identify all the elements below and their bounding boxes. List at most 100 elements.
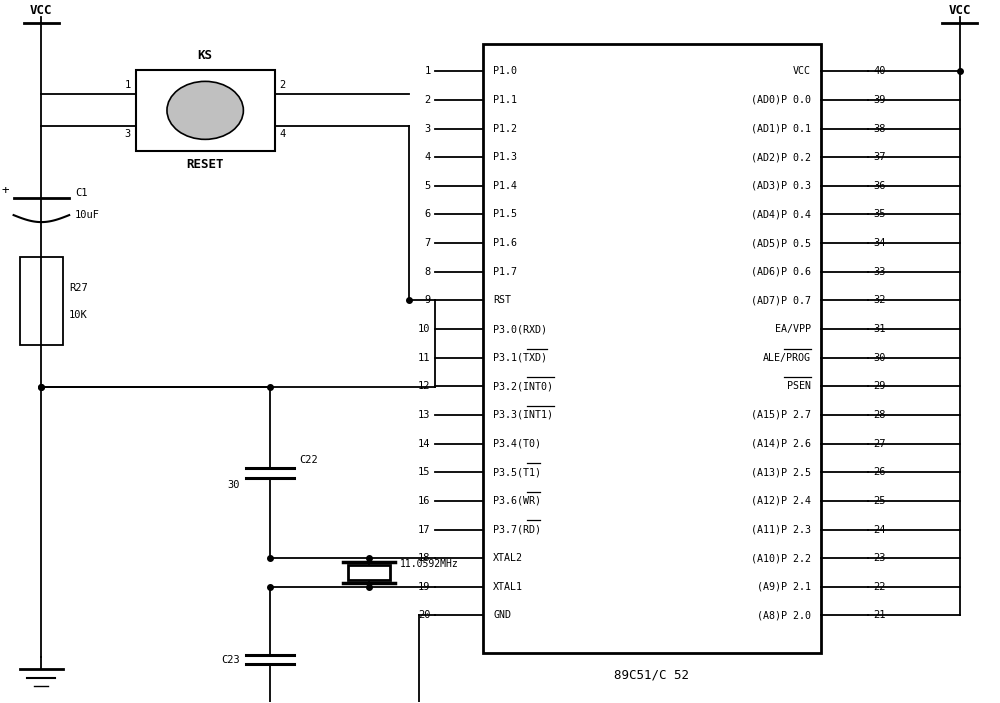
Text: 10K: 10K [69,309,88,320]
Text: (AD4)P 0.4: (AD4)P 0.4 [751,209,811,219]
Text: 12: 12 [418,381,431,392]
Text: P3.7(RD): P3.7(RD) [493,524,541,534]
Text: (A14)P 2.6: (A14)P 2.6 [751,439,811,449]
Text: P3.4(T0): P3.4(T0) [493,439,541,449]
Text: C22: C22 [299,455,318,465]
Text: 32: 32 [873,295,886,305]
Text: (AD1)P 0.1: (AD1)P 0.1 [751,124,811,134]
Text: 8: 8 [424,266,431,277]
Text: (AD5)P 0.5: (AD5)P 0.5 [751,238,811,248]
Text: VCC: VCC [30,4,53,17]
Text: 17: 17 [418,524,431,534]
Text: 35: 35 [873,209,886,219]
Text: 6: 6 [424,209,431,219]
Text: 2: 2 [280,80,286,90]
Text: KS: KS [198,49,213,62]
Text: 19: 19 [418,582,431,592]
Text: 11.0592MHz: 11.0592MHz [400,559,458,569]
Text: 16: 16 [418,496,431,506]
Text: P3.2(INT0): P3.2(INT0) [493,381,553,392]
Text: (A12)P 2.4: (A12)P 2.4 [751,496,811,506]
Text: 18: 18 [418,553,431,563]
Text: 2: 2 [424,95,431,105]
Text: (AD7)P 0.7: (AD7)P 0.7 [751,295,811,305]
Text: P1.2: P1.2 [493,124,517,134]
Text: (A9)P 2.1: (A9)P 2.1 [757,582,811,592]
Text: 10uF: 10uF [75,210,100,220]
Text: RESET: RESET [186,157,224,171]
Text: 7: 7 [424,238,431,248]
Text: P1.5: P1.5 [493,209,517,219]
Text: (AD0)P 0.0: (AD0)P 0.0 [751,95,811,105]
Bar [348,565,390,580]
Text: GND: GND [493,610,511,621]
Text: (AD2)P 0.2: (AD2)P 0.2 [751,152,811,162]
Text: 14: 14 [418,439,431,449]
Text: P3.3(INT1): P3.3(INT1) [493,410,553,420]
Text: VCC: VCC [948,4,971,17]
Text: (A15)P 2.7: (A15)P 2.7 [751,410,811,420]
Text: 3: 3 [424,124,431,134]
Text: 30: 30 [873,353,886,363]
Text: C1: C1 [75,188,88,198]
Text: 20: 20 [418,610,431,621]
Text: 22: 22 [873,582,886,592]
Text: 5: 5 [424,181,431,191]
Text: P3.1(TXD): P3.1(TXD) [493,353,547,363]
Text: 10: 10 [418,324,431,334]
Text: (A8)P 2.0: (A8)P 2.0 [757,610,811,621]
Text: PSEN: PSEN [787,381,811,392]
Text: P3.5(T1): P3.5(T1) [493,467,541,477]
Text: 27: 27 [873,439,886,449]
Text: 38: 38 [873,124,886,134]
Text: 15: 15 [418,467,431,477]
Text: 30: 30 [227,480,240,490]
Text: 31: 31 [873,324,886,334]
Ellipse shape [167,82,243,139]
Text: ALE/PROG: ALE/PROG [763,353,811,363]
Text: XTAL2: XTAL2 [493,553,523,563]
Bar [136,70,275,150]
Text: 26: 26 [873,467,886,477]
Text: 89C51/C 52: 89C51/C 52 [614,669,689,682]
Text: 1: 1 [124,80,131,90]
Text: 36: 36 [873,181,886,191]
Text: +: + [1,184,9,197]
Text: P1.6: P1.6 [493,238,517,248]
Text: VCC: VCC [793,66,811,76]
Text: P1.4: P1.4 [493,181,517,191]
Text: (AD3)P 0.3: (AD3)P 0.3 [751,181,811,191]
Text: 4: 4 [280,129,286,139]
Text: 29: 29 [873,381,886,392]
Text: 13: 13 [418,410,431,420]
Text: 3: 3 [124,129,131,139]
Bar [20,257,63,345]
Text: P3.0(RXD): P3.0(RXD) [493,324,547,334]
Text: 25: 25 [873,496,886,506]
Text: 39: 39 [873,95,886,105]
Text: 33: 33 [873,266,886,277]
Text: 40: 40 [873,66,886,76]
Text: 4: 4 [424,152,431,162]
Text: (AD6)P 0.6: (AD6)P 0.6 [751,266,811,277]
Text: P1.0: P1.0 [493,66,517,76]
Text: P1.3: P1.3 [493,152,517,162]
Text: (A13)P 2.5: (A13)P 2.5 [751,467,811,477]
Text: P1.7: P1.7 [493,266,517,277]
Text: P1.1: P1.1 [493,95,517,105]
Text: C23: C23 [221,654,240,664]
Text: 24: 24 [873,524,886,534]
Text: P3.6(WR): P3.6(WR) [493,496,541,506]
Text: R27: R27 [69,283,88,293]
Text: 21: 21 [873,610,886,621]
Text: (A11)P 2.3: (A11)P 2.3 [751,524,811,534]
Text: 23: 23 [873,553,886,563]
Text: (A10)P 2.2: (A10)P 2.2 [751,553,811,563]
Text: 34: 34 [873,238,886,248]
Bar [483,44,821,653]
Text: 9: 9 [424,295,431,305]
Text: RST: RST [493,295,511,305]
Text: 28: 28 [873,410,886,420]
Text: 37: 37 [873,152,886,162]
Text: 11: 11 [418,353,431,363]
